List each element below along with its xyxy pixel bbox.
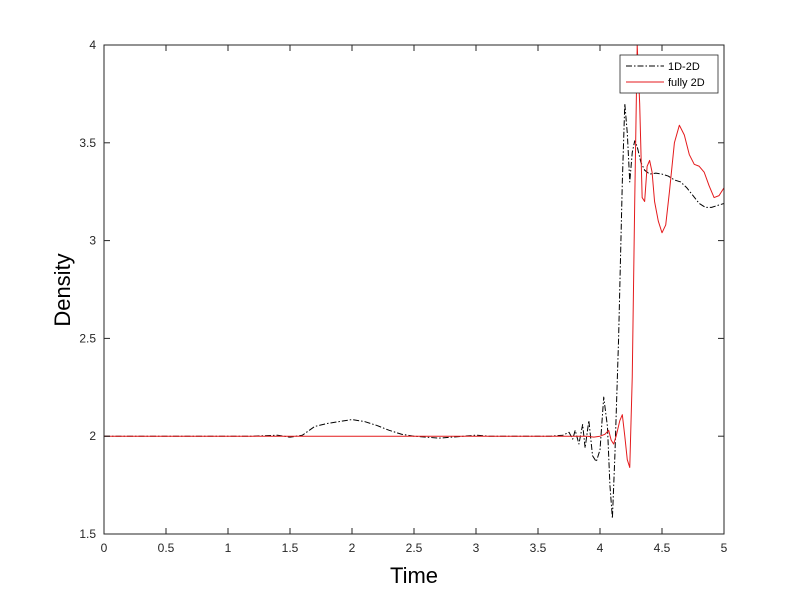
x-tick-label: 4.5 [654, 541, 671, 555]
series-line-1d-2d [104, 103, 724, 519]
x-tick-label: 1.5 [282, 541, 299, 555]
series-layer [104, 45, 724, 519]
y-tick-label: 3 [89, 234, 96, 248]
y-axis-title: Density [50, 253, 75, 326]
x-tick-label: 3 [473, 541, 480, 555]
x-tick-label: 4 [597, 541, 604, 555]
y-tick-label: 3.5 [79, 136, 96, 150]
y-axis: 1.5 2 2.5 3 3.5 4 [79, 38, 724, 541]
x-tick-label: 2 [349, 541, 356, 555]
x-tick-label: 0.5 [158, 541, 175, 555]
y-tick-label: 2 [89, 429, 96, 443]
y-tick-label: 1.5 [79, 527, 96, 541]
legend: 1D-2D fully 2D [619, 54, 719, 94]
x-axis-title: Time [390, 563, 438, 588]
x-tick-label: 2.5 [406, 541, 423, 555]
legend-box [619, 54, 719, 94]
y-tick-label: 4 [89, 38, 96, 52]
legend-label-fully-2d: fully 2D [668, 77, 705, 89]
x-tick-label: 3.5 [530, 541, 547, 555]
x-tick-label: 1 [225, 541, 232, 555]
x-tick-label: 0 [101, 541, 108, 555]
x-axis: 0 0.5 1 1.5 2 2.5 3 3.5 4 4.5 5 [101, 45, 728, 555]
y-tick-label: 2.5 [79, 331, 96, 345]
x-tick-label: 5 [721, 541, 728, 555]
series-line-fully-2d [104, 45, 724, 468]
legend-label-1d-2d: 1D-2D [668, 61, 700, 73]
plot-background [104, 45, 724, 534]
